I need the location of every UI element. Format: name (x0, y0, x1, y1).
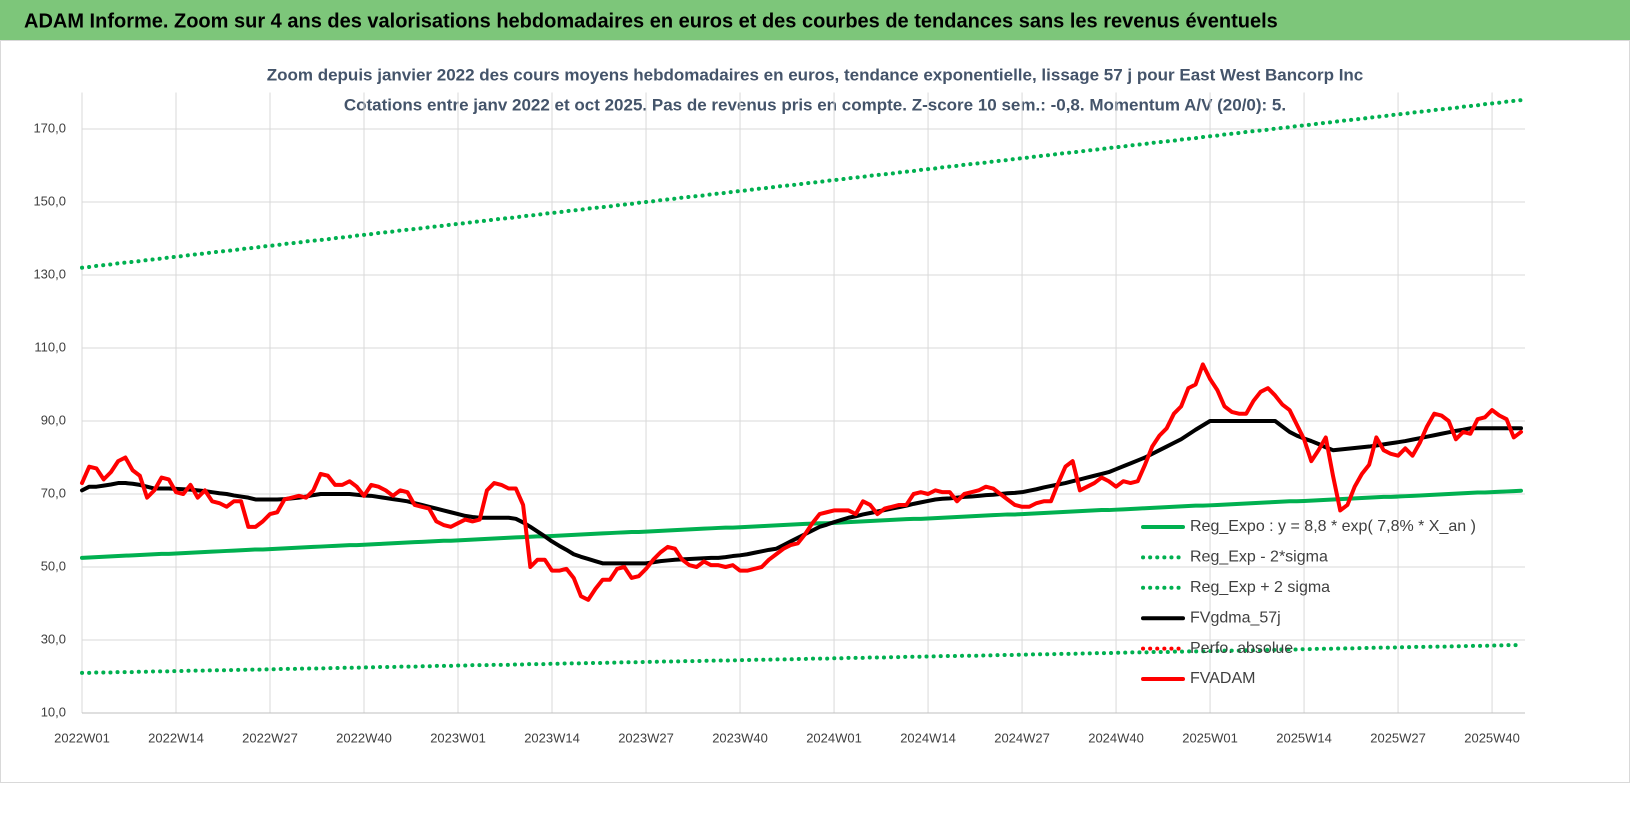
series-line (80, 362, 1523, 602)
x-tick-label: 2023W14 (524, 730, 580, 745)
x-tick-label: 2022W40 (336, 730, 392, 745)
plot-area (80, 98, 1523, 675)
legend-label: Perfo. absolue (1190, 640, 1293, 657)
legend-label: Reg_Expo : y = 8,8 * exp( 7,8% * X_an ) (1190, 518, 1476, 535)
chart-subtitle: Zoom depuis janvier 2022 des cours moyen… (267, 65, 1364, 84)
y-tick-label: 110,0 (34, 339, 66, 354)
x-tick-label: 2024W01 (806, 730, 862, 745)
y-tick-label: 30,0 (41, 631, 66, 646)
x-tick-label: 2024W27 (994, 730, 1050, 745)
series-line (80, 488, 1523, 560)
x-tick-label: 2025W14 (1276, 730, 1332, 745)
y-tick-label: 70,0 (41, 485, 66, 500)
legend: Reg_Expo : y = 8,8 * exp( 7,8% * X_an ) R… (1141, 518, 1476, 687)
x-tick-label: 2023W01 (430, 730, 486, 745)
y-tick-label: 170,0 (33, 120, 66, 135)
header-bar (0, 0, 1630, 40)
legend-label: FVgdma_57j (1190, 609, 1281, 626)
y-tick-label: 90,0 (41, 412, 66, 427)
chart-subtitle: Cotations entre janv 2022 et oct 2025. P… (344, 95, 1286, 114)
x-tick-label: 2025W40 (1464, 730, 1520, 745)
y-tick-label: 50,0 (41, 558, 66, 573)
x-tick-label: 2022W01 (54, 730, 110, 745)
x-tick-label: 2023W27 (618, 730, 674, 745)
x-tick-label: 2022W14 (148, 730, 204, 745)
x-tick-label: 2025W01 (1182, 730, 1238, 745)
legend-label: Reg_Exp + 2 sigma (1190, 579, 1330, 596)
y-tick-label: 130,0 (33, 266, 66, 281)
x-tick-label: 2024W40 (1088, 730, 1144, 745)
y-tick-label: 10,0 (41, 704, 66, 719)
chart-title: ADAM Informe. Zoom sur 4 ans des valoris… (24, 10, 1278, 32)
y-tick-label: 150,0 (33, 193, 66, 208)
series-line (80, 643, 1523, 675)
legend-label: FVADAM (1190, 670, 1255, 687)
legend-label: Reg_Exp - 2*sigma (1190, 549, 1328, 566)
x-tick-label: 2022W27 (242, 730, 298, 745)
series-line (80, 98, 1523, 270)
x-tick-label: 2024W14 (900, 730, 956, 745)
x-tick-label: 2025W27 (1370, 730, 1426, 745)
x-tick-label: 2023W40 (712, 730, 768, 745)
